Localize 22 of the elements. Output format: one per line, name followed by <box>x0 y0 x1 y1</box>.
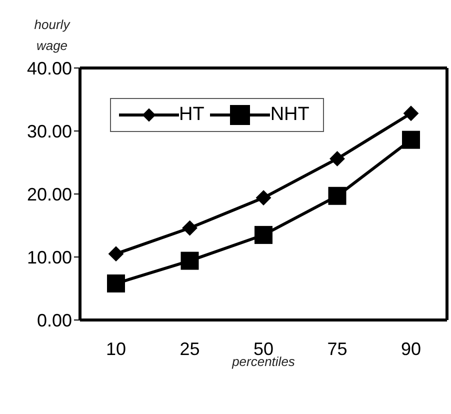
point <box>182 220 198 236</box>
x-tick-label: 10 <box>106 338 126 359</box>
y-tick-label: 30.00 <box>26 121 72 142</box>
point <box>256 190 271 206</box>
x-tick-label: 75 <box>327 338 348 359</box>
y-tick-label: 10.00 <box>26 247 72 268</box>
y-tick-label: 20.00 <box>26 184 72 204</box>
y-tick-label: 40.00 <box>26 58 72 78</box>
legend-label: NHT <box>270 104 310 126</box>
point <box>330 151 345 166</box>
point <box>404 106 418 121</box>
x-tick-label: 90 <box>400 338 422 359</box>
point <box>328 186 346 205</box>
y-axis-title: hourly wage <box>33 16 72 55</box>
y-tick-label: 0.00 <box>36 310 72 330</box>
x-tick-label: 25 <box>180 338 200 359</box>
point <box>180 252 199 270</box>
point <box>254 226 272 244</box>
point <box>107 274 125 292</box>
point <box>108 246 124 262</box>
point <box>402 130 420 149</box>
legend-label: HT <box>179 104 204 126</box>
